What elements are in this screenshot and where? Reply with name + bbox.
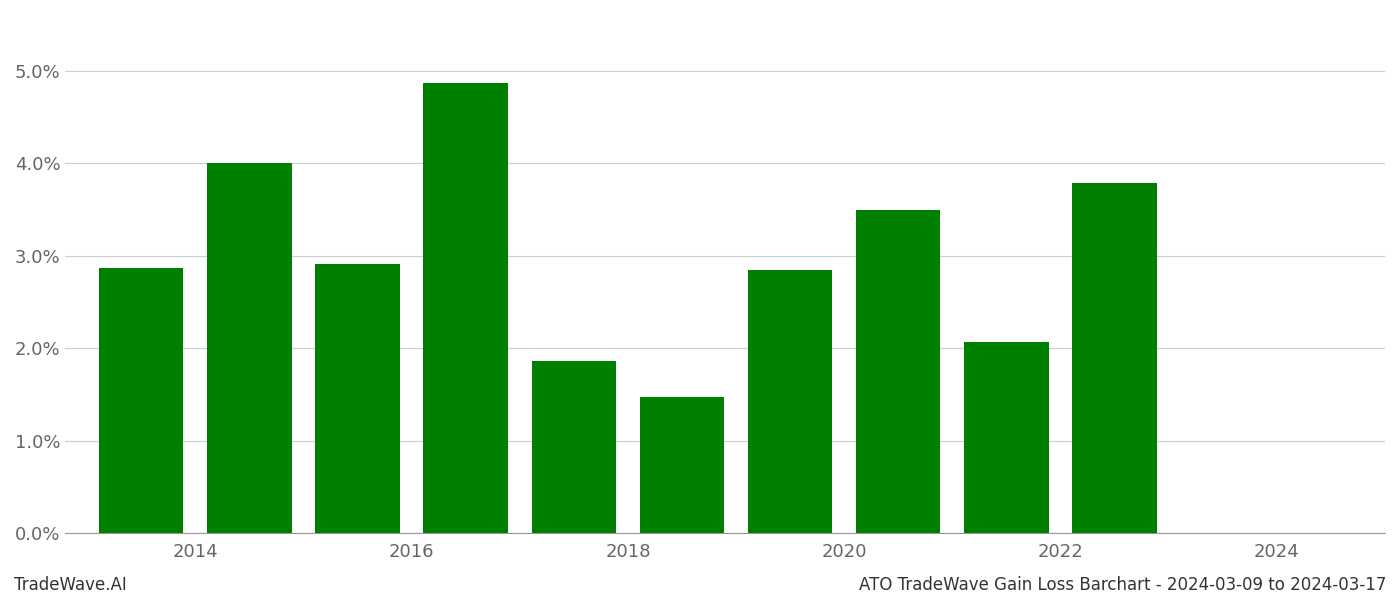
Text: ATO TradeWave Gain Loss Barchart - 2024-03-09 to 2024-03-17: ATO TradeWave Gain Loss Barchart - 2024-…: [858, 576, 1386, 594]
Bar: [423, 83, 508, 533]
Bar: [1072, 184, 1156, 533]
Bar: [748, 271, 833, 533]
Bar: [965, 342, 1049, 533]
Text: TradeWave.AI: TradeWave.AI: [14, 576, 127, 594]
Bar: [532, 361, 616, 533]
Bar: [99, 268, 183, 533]
Bar: [640, 397, 724, 533]
Bar: [207, 163, 291, 533]
Bar: [857, 210, 941, 533]
Bar: [315, 264, 399, 533]
